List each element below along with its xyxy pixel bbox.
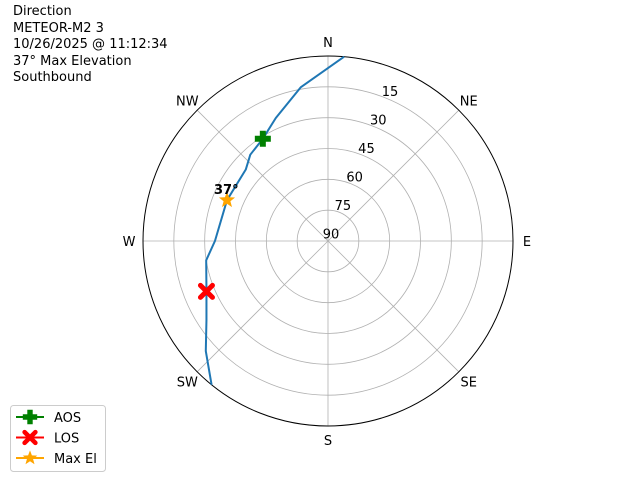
grid-spoke bbox=[327, 240, 460, 373]
title-line: 10/26/2025 @ 11:12:34 bbox=[13, 37, 168, 52]
direction-label: S bbox=[324, 434, 332, 449]
direction-label: NE bbox=[460, 94, 478, 109]
marker-los bbox=[197, 282, 215, 300]
chart-title: Direction METEOR-M2 3 10/26/2025 @ 11:12:3… bbox=[13, 4, 168, 87]
grid-spoke bbox=[196, 109, 329, 242]
legend-marker-max-el bbox=[22, 450, 38, 465]
direction-label: SE bbox=[460, 376, 476, 391]
direction-label: SW bbox=[177, 376, 198, 391]
grid-spoke bbox=[196, 240, 329, 373]
title-line: 37° Max Elevation bbox=[13, 53, 132, 69]
legend-label: Max El bbox=[54, 452, 97, 467]
max-elevation-annotation: 37° bbox=[214, 183, 239, 198]
direction-label: W bbox=[123, 235, 136, 250]
radial-tick-label: 90 bbox=[323, 228, 340, 243]
title-line: Direction bbox=[13, 4, 72, 19]
radial-tick-label: 45 bbox=[358, 142, 375, 157]
direction-label: N bbox=[323, 36, 333, 51]
legend-marker-los bbox=[22, 429, 38, 446]
radial-tick-label: 60 bbox=[346, 171, 363, 186]
polar-frame bbox=[142, 55, 514, 427]
direction-label: E bbox=[523, 235, 531, 250]
title-line: Southbound bbox=[13, 70, 92, 85]
legend-label: AOS bbox=[54, 411, 81, 426]
legend-box bbox=[10, 405, 106, 472]
direction-label: NW bbox=[176, 94, 199, 109]
marker-aos bbox=[254, 130, 271, 147]
radial-tick-label: 30 bbox=[370, 114, 387, 129]
radial-tick-label: 15 bbox=[382, 85, 399, 100]
title-line: METEOR-M2 3 bbox=[13, 20, 104, 36]
legend-marker-aos bbox=[22, 409, 38, 425]
radial-tick-label: 75 bbox=[335, 199, 352, 214]
grid-spoke bbox=[327, 109, 460, 242]
pass-path bbox=[204, 55, 345, 385]
legend: AOS LOS Max El bbox=[10, 405, 106, 472]
legend-label: LOS bbox=[54, 432, 79, 447]
marker-max-el bbox=[218, 191, 236, 208]
